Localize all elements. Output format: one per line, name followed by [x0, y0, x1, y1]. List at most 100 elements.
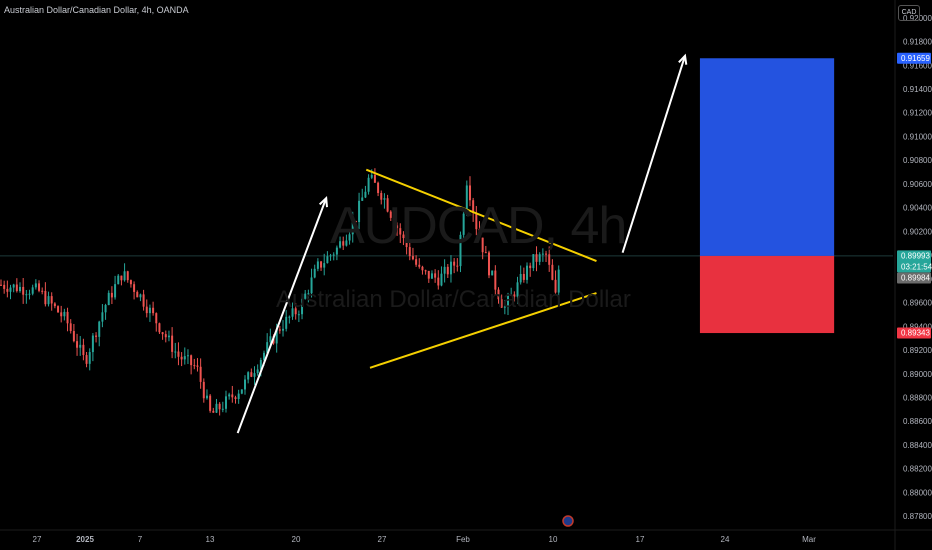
candle-body [348, 234, 351, 241]
candle-body [221, 408, 224, 410]
candle-body [320, 261, 323, 268]
candle-body [76, 341, 79, 348]
candle-body [541, 253, 544, 255]
candle-body [19, 286, 22, 292]
candle-body [307, 293, 310, 295]
name-watermark: Australian Dollar/Canadian Dollar [276, 286, 631, 313]
candle-body [323, 263, 326, 268]
candle-body [332, 254, 335, 256]
candle-body [47, 296, 50, 305]
candle-body [440, 273, 443, 286]
candle-body [392, 217, 395, 226]
x-tick-label: 17 [636, 535, 645, 544]
candle-body [396, 225, 399, 229]
candle-body [123, 271, 126, 281]
candle-body [205, 395, 208, 399]
candle-body [69, 323, 72, 332]
candle-body [554, 279, 557, 293]
price-label-current-text: 0.89993 [901, 251, 930, 260]
x-tick-label: 2025 [76, 535, 94, 544]
price-label-entry-text: 0.89984 [901, 273, 930, 282]
candle-body [148, 307, 151, 314]
candle-body [434, 273, 437, 278]
event-marker-icon[interactable] [562, 515, 574, 527]
candle-body [313, 268, 316, 278]
candle-body [95, 335, 98, 337]
candle-body [114, 284, 117, 298]
candle-body [237, 393, 240, 400]
candle-body [351, 220, 354, 235]
y-tick-label: 0.89600 [903, 299, 932, 308]
candle-body [399, 228, 402, 235]
candle-body [183, 356, 186, 360]
candle-body [44, 290, 47, 305]
y-tick-label: 0.91000 [903, 132, 932, 141]
candle-body [247, 372, 250, 380]
candle-body [427, 270, 430, 279]
y-tick-label: 0.91200 [903, 109, 932, 118]
currency-button[interactable]: CAD [898, 5, 920, 21]
candle-body [50, 296, 53, 304]
candle-body [354, 220, 357, 223]
price-label-stop-text: 0.89343 [901, 329, 930, 338]
candle-body [484, 252, 487, 254]
candle-body [202, 381, 205, 399]
candle-body [510, 294, 513, 296]
candle-body [345, 240, 348, 246]
candle-body [98, 321, 101, 337]
candle-body [196, 365, 199, 367]
candle-body [41, 290, 44, 292]
candle-body [316, 261, 319, 269]
candle-body [358, 200, 361, 223]
target-zone [699, 58, 835, 256]
candle-body [212, 410, 215, 413]
candle-body [526, 265, 529, 280]
candle-body [161, 332, 164, 335]
candle-body [101, 312, 104, 322]
candle-body [453, 261, 456, 266]
y-tick-label: 0.88000 [903, 488, 932, 497]
candle-body [367, 177, 370, 192]
x-tick-label: Feb [456, 535, 470, 544]
candle-body [234, 397, 237, 400]
candle-body [297, 314, 300, 316]
candle-body [361, 197, 364, 201]
candle-body [110, 292, 113, 298]
candle-body [503, 306, 506, 308]
candle-body [215, 403, 218, 413]
candle-body [456, 265, 459, 267]
candle-body [85, 355, 88, 364]
y-tick-label: 0.90800 [903, 156, 932, 165]
candle-body [263, 352, 266, 360]
candle-body [285, 316, 288, 329]
candle-body [497, 289, 500, 300]
candle-body [275, 329, 278, 344]
candle-body [383, 198, 386, 200]
candle-body [171, 335, 174, 352]
candle-body [437, 277, 440, 286]
candle-body [449, 261, 452, 275]
candle-body [199, 366, 202, 382]
candle-body [266, 342, 269, 353]
candle-body [421, 266, 424, 271]
candle-body [126, 271, 129, 281]
candle-body [190, 355, 193, 366]
candle-body [107, 292, 110, 306]
candle-body [494, 270, 497, 290]
candle-body [557, 269, 560, 293]
projection-arrow-head [678, 53, 688, 65]
candle-body [519, 273, 522, 283]
y-tick-label: 0.91800 [903, 38, 932, 47]
candle-body [282, 328, 285, 331]
candle-body [142, 294, 145, 307]
candle-body [139, 294, 142, 298]
candle-body [424, 270, 427, 272]
trendline-upper [365, 168, 597, 262]
candle-body [253, 373, 256, 377]
candle-body [145, 306, 148, 314]
candle-body [487, 252, 490, 276]
candle-body [304, 293, 307, 299]
candle-body [478, 229, 481, 238]
candle-body [415, 259, 418, 265]
